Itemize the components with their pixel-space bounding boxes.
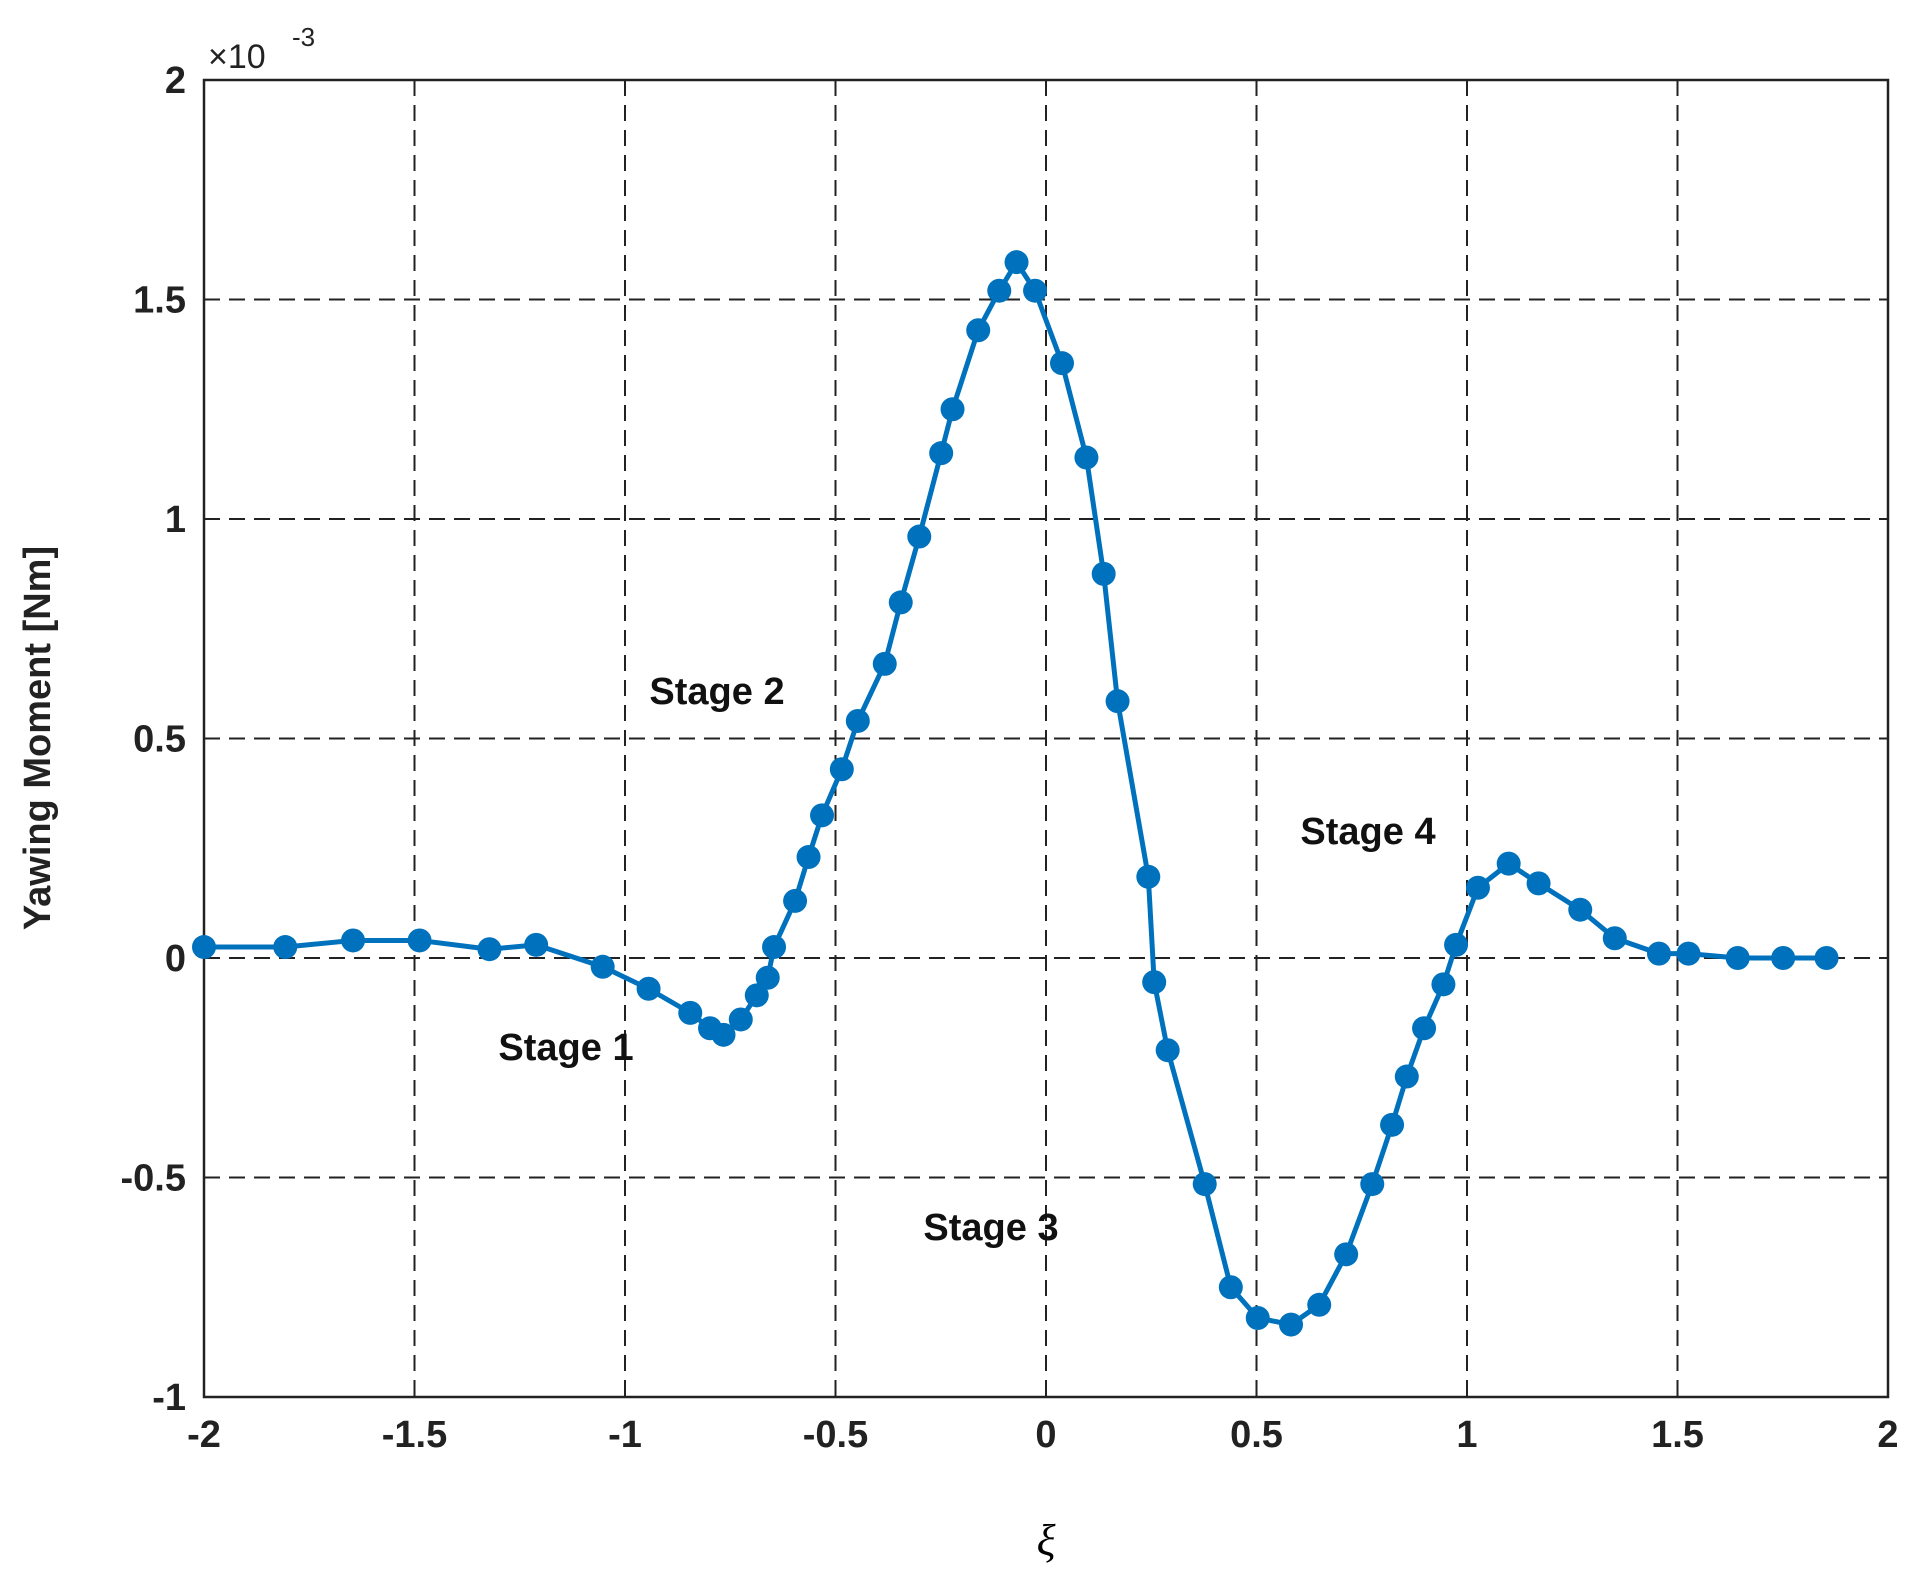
y-tick-label: 1.5 (133, 280, 186, 322)
data-point (1412, 1016, 1437, 1041)
y-tick-label: 0 (165, 938, 186, 980)
annotation: Stage 4 (1300, 811, 1435, 853)
data-point (783, 888, 808, 913)
data-point (1725, 946, 1750, 970)
data-point (1394, 1064, 1419, 1089)
data-point (477, 937, 502, 962)
data-point (1105, 689, 1130, 714)
data-point (1074, 445, 1099, 470)
data-point (1023, 278, 1048, 303)
data-point (1465, 875, 1490, 900)
data-point (590, 954, 615, 979)
x-tick-label: 2 (1877, 1414, 1898, 1456)
data-point (1814, 946, 1839, 970)
x-axis-label: ξ (1037, 1516, 1056, 1565)
data-point (407, 928, 432, 953)
data-point (1004, 250, 1029, 275)
data-point (273, 935, 298, 960)
data-point (1245, 1305, 1270, 1330)
x-tick-label: 0 (1035, 1414, 1056, 1456)
data-point (636, 976, 661, 1001)
data-point (755, 965, 780, 990)
data-point (744, 983, 769, 1008)
data-point (1091, 561, 1116, 586)
y-tick-label: 0.5 (133, 719, 186, 761)
x-tick-label: 1.5 (1651, 1414, 1704, 1456)
x-tick-label: -1.5 (382, 1414, 447, 1456)
data-point (907, 524, 932, 549)
data-point (678, 1000, 703, 1025)
data-point (1192, 1172, 1217, 1197)
data-point (1279, 1312, 1304, 1337)
x-tick-label: -2 (187, 1414, 221, 1456)
y-tick-label: -1 (152, 1377, 186, 1419)
data-point (810, 803, 835, 828)
data-point (1360, 1172, 1385, 1197)
x-tick-label: 1 (1456, 1414, 1477, 1456)
data-point (711, 1022, 736, 1047)
data-point (1526, 871, 1551, 896)
data-point (1049, 351, 1074, 376)
multiplier-base: ×10 (208, 38, 266, 76)
data-line (204, 259, 1827, 1328)
data-point (1307, 1292, 1332, 1317)
data-point (940, 397, 965, 422)
data-point (1136, 864, 1161, 889)
data-point (796, 845, 821, 870)
data-point (845, 708, 870, 733)
data-point (1431, 972, 1456, 997)
y-axis-label: Yawing Moment [Nm] (17, 546, 59, 930)
x-tick-label: -1 (608, 1414, 642, 1456)
data-point (987, 278, 1012, 303)
data-point (888, 590, 913, 615)
x-tick-label: 0.5 (1230, 1414, 1283, 1456)
y-tick-label: 2 (165, 60, 186, 102)
y-tick-label: -0.5 (121, 1158, 186, 1200)
data-point (1646, 941, 1671, 966)
data-point (829, 757, 854, 782)
annotation: Stage 2 (649, 671, 784, 713)
y-tick-label: 1 (165, 499, 186, 541)
data-point (1218, 1275, 1243, 1300)
data-point (762, 935, 787, 960)
plot-frame (202, 78, 1890, 1399)
data-point (929, 441, 954, 466)
data-point (966, 318, 991, 343)
data-point (872, 651, 897, 676)
data-point (1334, 1242, 1359, 1267)
x-tick-label: -0.5 (803, 1414, 868, 1456)
data-point (341, 928, 366, 953)
annotation: Stage 1 (498, 1027, 633, 1069)
data-point (1771, 946, 1796, 970)
data-point (1444, 932, 1469, 957)
multiplier-exponent: -3 (292, 22, 315, 52)
data-point (728, 1007, 753, 1032)
annotation: Stage 3 (923, 1207, 1058, 1249)
data-point (1496, 851, 1521, 876)
data-point (1155, 1038, 1180, 1063)
data-point (1676, 941, 1701, 966)
data-point (1380, 1112, 1405, 1137)
data-point (1568, 897, 1593, 922)
data-point (1142, 970, 1167, 995)
data-point (1602, 926, 1627, 951)
data-point (524, 932, 549, 957)
data-point (192, 935, 216, 960)
